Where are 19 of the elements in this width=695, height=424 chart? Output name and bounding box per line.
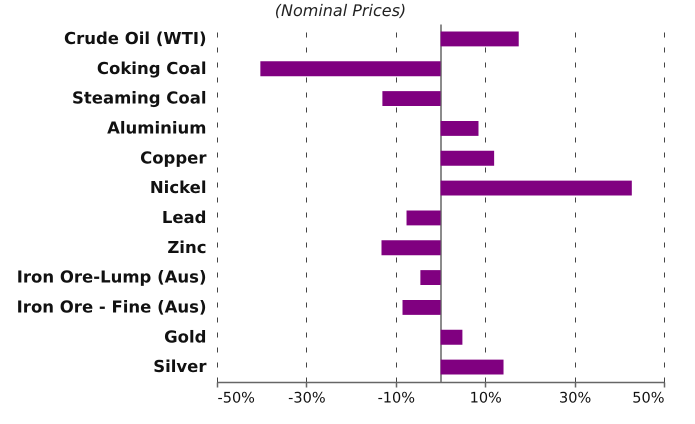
x-tick-label: 30% bbox=[558, 390, 592, 406]
y-tick-label: Coking Coal bbox=[96, 58, 206, 78]
y-tick-label: Zinc bbox=[167, 238, 206, 257]
y-tick-label: Iron Ore-Lump (Aus) bbox=[16, 268, 206, 287]
y-tick-label: Silver bbox=[153, 357, 208, 376]
y-tick-label: Nickel bbox=[150, 178, 206, 198]
x-tick-label: -50% bbox=[218, 390, 255, 406]
y-tick-label: Copper bbox=[140, 148, 208, 168]
y-tick-label: Gold bbox=[164, 327, 206, 346]
y-tick-label: Steaming Coal bbox=[72, 88, 206, 108]
y-tick-label: Aluminium bbox=[107, 118, 206, 138]
y-tick-label: Lead bbox=[162, 208, 206, 227]
x-tick-label: -30% bbox=[288, 390, 326, 406]
y-tick-label: Crude Oil (WTI) bbox=[64, 28, 206, 48]
x-tick-label: 50% bbox=[632, 390, 664, 406]
chart-title: (Nominal Prices) bbox=[274, 1, 406, 20]
x-tick-label: 10% bbox=[470, 390, 502, 406]
y-tick-label: Iron Ore - Fine (Aus) bbox=[16, 297, 206, 316]
x-tick-label: -10% bbox=[378, 390, 416, 406]
